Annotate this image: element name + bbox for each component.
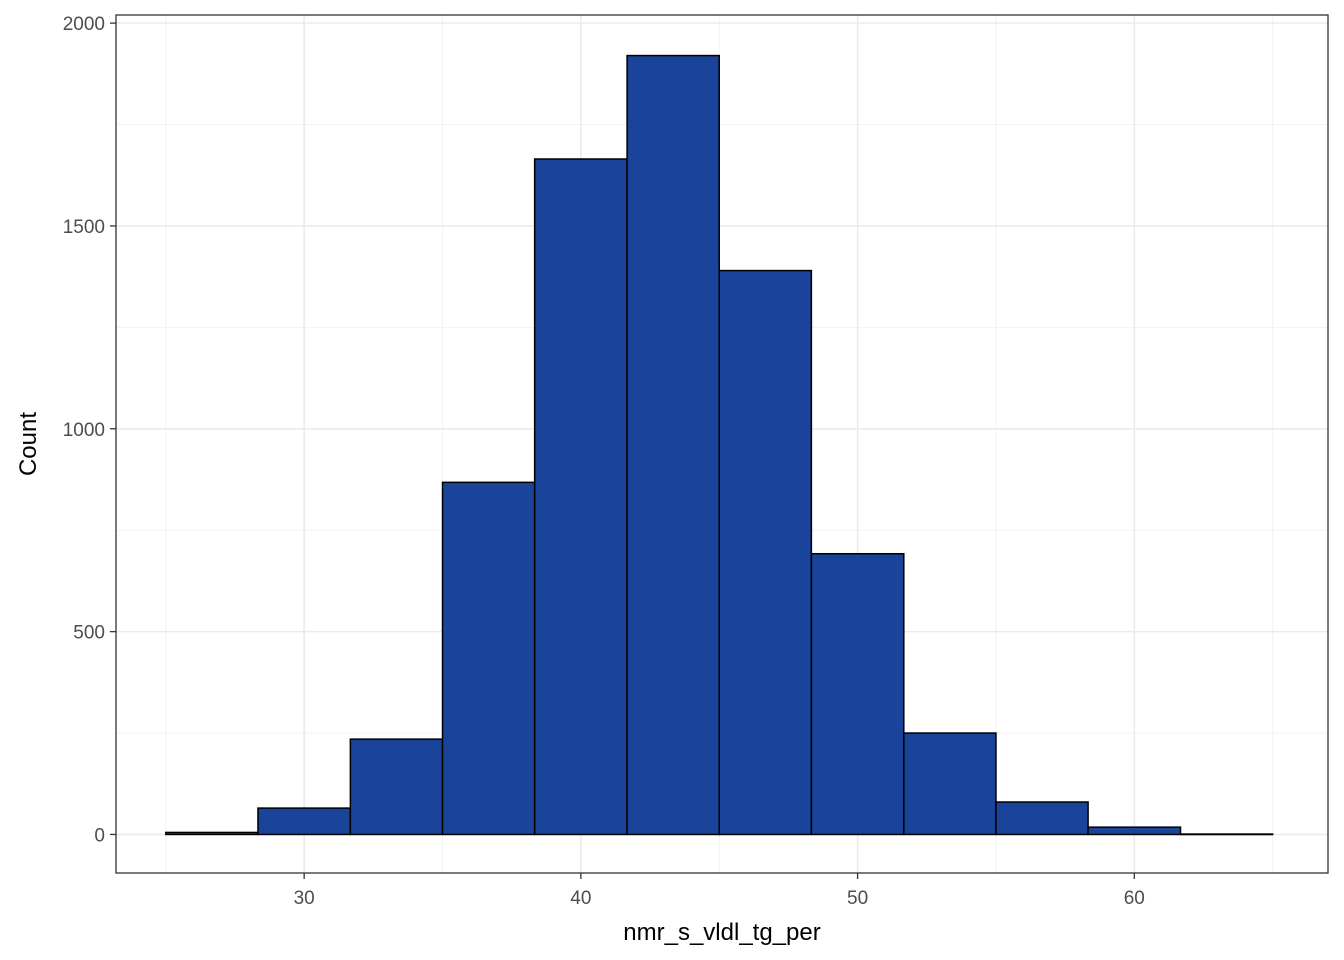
y-tick-label: 1500	[63, 217, 105, 238]
histogram-bar-5	[533, 158, 628, 836]
histogram-bar-10	[995, 801, 1089, 836]
histogram-bar-4	[441, 481, 536, 836]
y-tick-label: 500	[73, 623, 105, 644]
x-tick-label: 60	[1124, 888, 1145, 909]
histogram-bar-6	[626, 54, 720, 836]
histogram-bar-12	[1179, 833, 1274, 836]
histogram-bar-11	[1087, 826, 1182, 836]
y-tick-label: 1000	[63, 420, 105, 441]
histogram-bar-8	[810, 552, 905, 836]
x-tick-label: 40	[570, 888, 591, 909]
axis-layer: 30 40 50 60 0 500 1000 1500 2000	[63, 14, 1145, 909]
x-tick-label: 50	[847, 888, 868, 909]
y-tick-label: 0	[94, 825, 105, 846]
histogram-bar-2	[257, 807, 352, 836]
histogram-bar-1	[165, 831, 259, 836]
y-tick-label: 2000	[63, 14, 105, 35]
plot-panel-border	[115, 14, 1329, 874]
histogram-bar-9	[903, 732, 997, 836]
histogram-bar-7	[718, 269, 813, 836]
histogram-bar-3	[349, 738, 444, 836]
y-axis-title: Count	[15, 412, 42, 476]
x-tick-label: 30	[294, 888, 315, 909]
bar-layer	[165, 54, 1274, 836]
x-axis-title: nmr_s_vldl_tg_per	[623, 919, 820, 946]
